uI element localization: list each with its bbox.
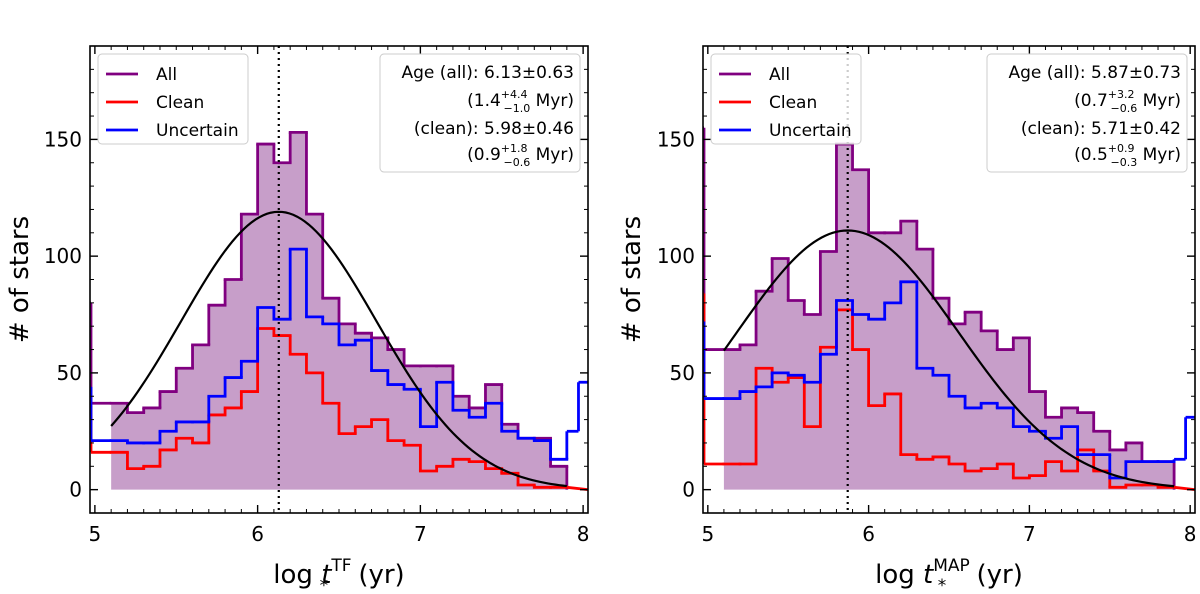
x-tick-label: 8: [1184, 522, 1197, 546]
y-tick-label: 150: [44, 127, 82, 151]
annotation-lower-error: −1.0: [504, 102, 531, 115]
annotation-upper-error: +1.8: [501, 142, 528, 155]
x-tick-label: 6: [862, 522, 875, 546]
annotation-upper-error: +4.4: [501, 88, 528, 101]
x-label-var: t: [923, 560, 934, 590]
x-tick-label: 7: [1023, 522, 1036, 546]
annotation-line-1: Age (all): 6.13±0.63: [402, 63, 575, 83]
annotation-line-2: (1.4+4.4 −1.0 Myr): [467, 88, 574, 115]
x-tick-label: 7: [414, 522, 427, 546]
legend-box: [710, 53, 862, 145]
plot-area: [703, 46, 1195, 513]
annotation-value: (0.9: [467, 145, 501, 165]
age-annotation: Age (all): 5.87±0.73 (0.7+3.2 −0.6 Myr) (cl…: [986, 53, 1188, 173]
annotation-line-3: (clean): 5.71±0.42: [1021, 119, 1181, 139]
annotation-line-4: (0.5+0.9 −0.3 Myr): [1074, 142, 1181, 169]
x-tick-label: 5: [701, 522, 714, 546]
annotation-value: (1.4: [467, 91, 501, 111]
legend-label-uncertain: Uncertain: [156, 121, 239, 141]
y-tick-label: 50: [57, 361, 82, 385]
x-tick-label: 8: [577, 522, 590, 546]
annotation-lower-error: −0.3: [1111, 156, 1138, 169]
annotation-lower-error: −0.6: [1111, 102, 1138, 115]
left-histogram-panel: 5 6 7 8 0 50 100 150 # of stars log tTF * (yr) All C…: [5, 45, 590, 594]
x-label-unit: (yr): [350, 560, 405, 590]
legend-label-clean: Clean: [156, 93, 204, 113]
y-tick-label: 0: [69, 478, 82, 502]
annotation-box: [986, 53, 1188, 173]
x-label-unit: (yr): [968, 560, 1023, 590]
x-label-sup: MAP: [933, 556, 970, 576]
y-axis-label: # of stars: [5, 216, 35, 343]
x-label-sub: *: [320, 576, 329, 594]
annotation-line-1: Age (all): 5.87±0.73: [1009, 63, 1182, 83]
x-tick-label: 6: [251, 522, 264, 546]
y-tick-label: 100: [44, 244, 82, 268]
annotation-unit: Myr): [1137, 91, 1181, 111]
x-label-sub: *: [938, 576, 947, 594]
annotation-unit: Myr): [1137, 145, 1181, 165]
legend-label-clean: Clean: [769, 93, 817, 113]
y-tick-label: 100: [657, 244, 695, 268]
annotation-value: (0.7: [1074, 91, 1108, 111]
annotation-value: (0.5: [1074, 145, 1108, 165]
plot-area: [90, 46, 588, 513]
legend: All Clean Uncertain: [710, 53, 862, 145]
age-annotation: Age (all): 6.13±0.63 (1.4+4.4 −1.0 Myr) (cl…: [379, 53, 581, 173]
annotation-upper-error: +3.2: [1108, 88, 1135, 101]
x-axis-label: log tMAP * (yr): [875, 556, 1023, 594]
legend: All Clean Uncertain: [97, 53, 249, 145]
annotation-line-2: (0.7+3.2 −0.6 Myr): [1074, 88, 1181, 115]
legend-box: [97, 53, 249, 145]
x-label-sup: TF: [330, 556, 351, 576]
annotation-unit: Myr): [530, 145, 574, 165]
x-label-var: t: [321, 560, 332, 590]
annotation-line-4: (0.9+1.8 −0.6 Myr): [467, 142, 574, 169]
x-label-log: log: [875, 560, 923, 590]
legend-label-all: All: [769, 65, 790, 85]
annotation-lower-error: −0.6: [504, 156, 531, 169]
uncertain-series: [90, 247, 588, 461]
annotation-box: [379, 53, 581, 173]
y-tick-label: 50: [670, 361, 695, 385]
right-histogram-panel: 5 6 7 8 0 50 100 150 # of stars log tMAP * (yr) All…: [617, 45, 1197, 594]
x-axis-label: log tTF * (yr): [273, 556, 404, 594]
annotation-upper-error: +0.9: [1108, 142, 1135, 155]
x-tick-label: 5: [89, 522, 102, 546]
y-axis-label: # of stars: [617, 216, 647, 343]
annotation-unit: Myr): [530, 91, 574, 111]
gaussian-fit-curve: [723, 229, 1175, 488]
gaussian-fit-curve: [110, 210, 567, 488]
legend-label-uncertain: Uncertain: [769, 121, 852, 141]
clean-series: [90, 327, 588, 492]
y-tick-label: 0: [682, 478, 695, 502]
x-label-log: log: [273, 560, 321, 590]
legend-label-all: All: [156, 65, 177, 85]
annotation-line-3: (clean): 5.98±0.46: [414, 119, 574, 139]
y-tick-label: 150: [657, 127, 695, 151]
